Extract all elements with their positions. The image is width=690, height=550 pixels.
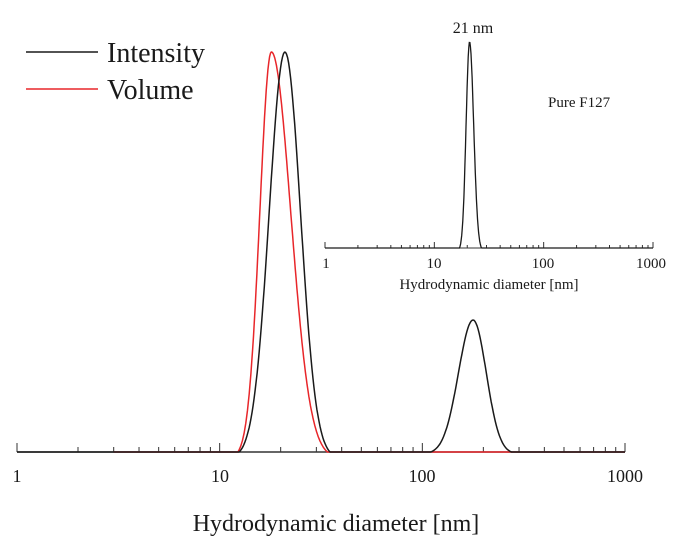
inset-x-axis-title: Hydrodynamic diameter [nm] [399, 277, 578, 293]
tick-label-10: 10 [211, 466, 229, 486]
inset-tick-label-1000: 1000 [636, 256, 666, 272]
tick-label-100: 100 [409, 466, 436, 486]
tick-label-1: 1 [13, 466, 22, 486]
inset-peak-annotation: 21 nm [453, 20, 494, 37]
inset-tick-label-1: 1 [322, 256, 330, 272]
inset-tick-label-100: 100 [532, 256, 555, 272]
legend-label-intensity: Intensity [107, 38, 205, 69]
volume-series-line [113, 51, 625, 453]
inset-tick-label-10: 10 [427, 256, 442, 272]
inset-chart: 21 nm Pure F127 1 10 100 1000 Hydrodynam… [322, 20, 666, 293]
main-x-tick-labels: 1 10 100 1000 [13, 466, 644, 486]
tick-label-1000: 1000 [607, 466, 643, 486]
legend: Intensity Volume [26, 38, 205, 106]
inset-sample-label: Pure F127 [548, 95, 611, 111]
main-x-axis-title: Hydrodynamic diameter [nm] [193, 511, 480, 537]
inset-series-line [325, 41, 653, 249]
legend-label-volume: Volume [107, 75, 194, 106]
intensity-series-line [17, 51, 625, 453]
